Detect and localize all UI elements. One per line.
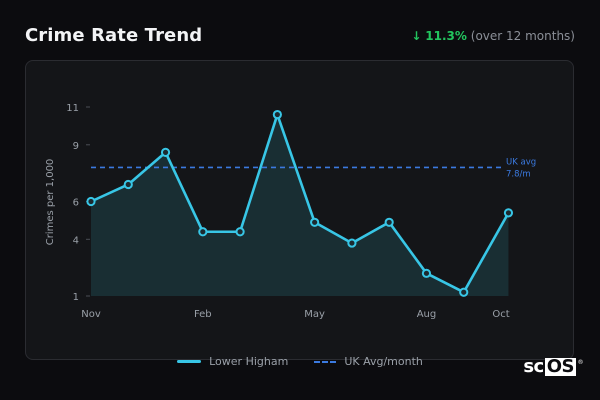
- change-percent: 11.3%: [425, 29, 467, 43]
- data-point: [198, 227, 208, 237]
- y-tick-label: 11: [66, 103, 79, 114]
- brand-logo: sc OS ®: [523, 356, 583, 377]
- y-tick-label: 9: [73, 141, 79, 152]
- x-tick-label: May: [304, 309, 325, 320]
- x-tick-label: Nov: [81, 309, 101, 320]
- data-point: [459, 287, 469, 297]
- brand-text-b: OS: [544, 356, 576, 377]
- y-tick-label: 1: [73, 292, 79, 303]
- y-tick-label: 6: [73, 198, 79, 209]
- chart-title: Crime Rate Trend: [25, 25, 203, 46]
- legend-label-series: Lower Higham: [209, 355, 289, 368]
- legend-swatch-series: [177, 360, 202, 363]
- data-point: [235, 227, 245, 237]
- data-point: [347, 238, 357, 248]
- reference-value-label: 7.8/m: [506, 169, 531, 179]
- y-tick-label: 4: [73, 235, 79, 246]
- registered-mark: ®: [577, 359, 584, 366]
- series-line: [89, 113, 510, 294]
- change-indicator: ↓ 11.3% (over 12 months): [411, 29, 575, 43]
- data-point: [503, 208, 514, 218]
- data-point: [421, 268, 432, 278]
- brand-text-a: sc: [523, 356, 544, 377]
- x-tick-label: Aug: [417, 309, 437, 320]
- legend: Lower Higham UK Avg/month: [0, 355, 600, 368]
- data-point: [123, 179, 133, 190]
- legend-swatch-reference: [314, 360, 337, 363]
- data-point: [272, 109, 282, 120]
- down-arrow-icon: ↓: [411, 29, 422, 43]
- data-point: [86, 196, 96, 207]
- legend-item-reference[interactable]: UK Avg/month: [314, 355, 423, 368]
- x-tick-label: Oct: [492, 309, 509, 320]
- y-axis-label: Crimes per 1,000: [45, 159, 56, 246]
- legend-item-series[interactable]: Lower Higham: [177, 355, 288, 368]
- legend-label-reference: UK Avg/month: [344, 355, 423, 368]
- reference-label: UK avg: [506, 157, 536, 167]
- change-note: (over 12 months): [470, 29, 575, 43]
- series-area: [91, 114, 509, 296]
- data-point: [160, 147, 171, 157]
- x-tick-label: Feb: [194, 309, 212, 320]
- data-point: [384, 217, 394, 227]
- data-point: [310, 217, 320, 227]
